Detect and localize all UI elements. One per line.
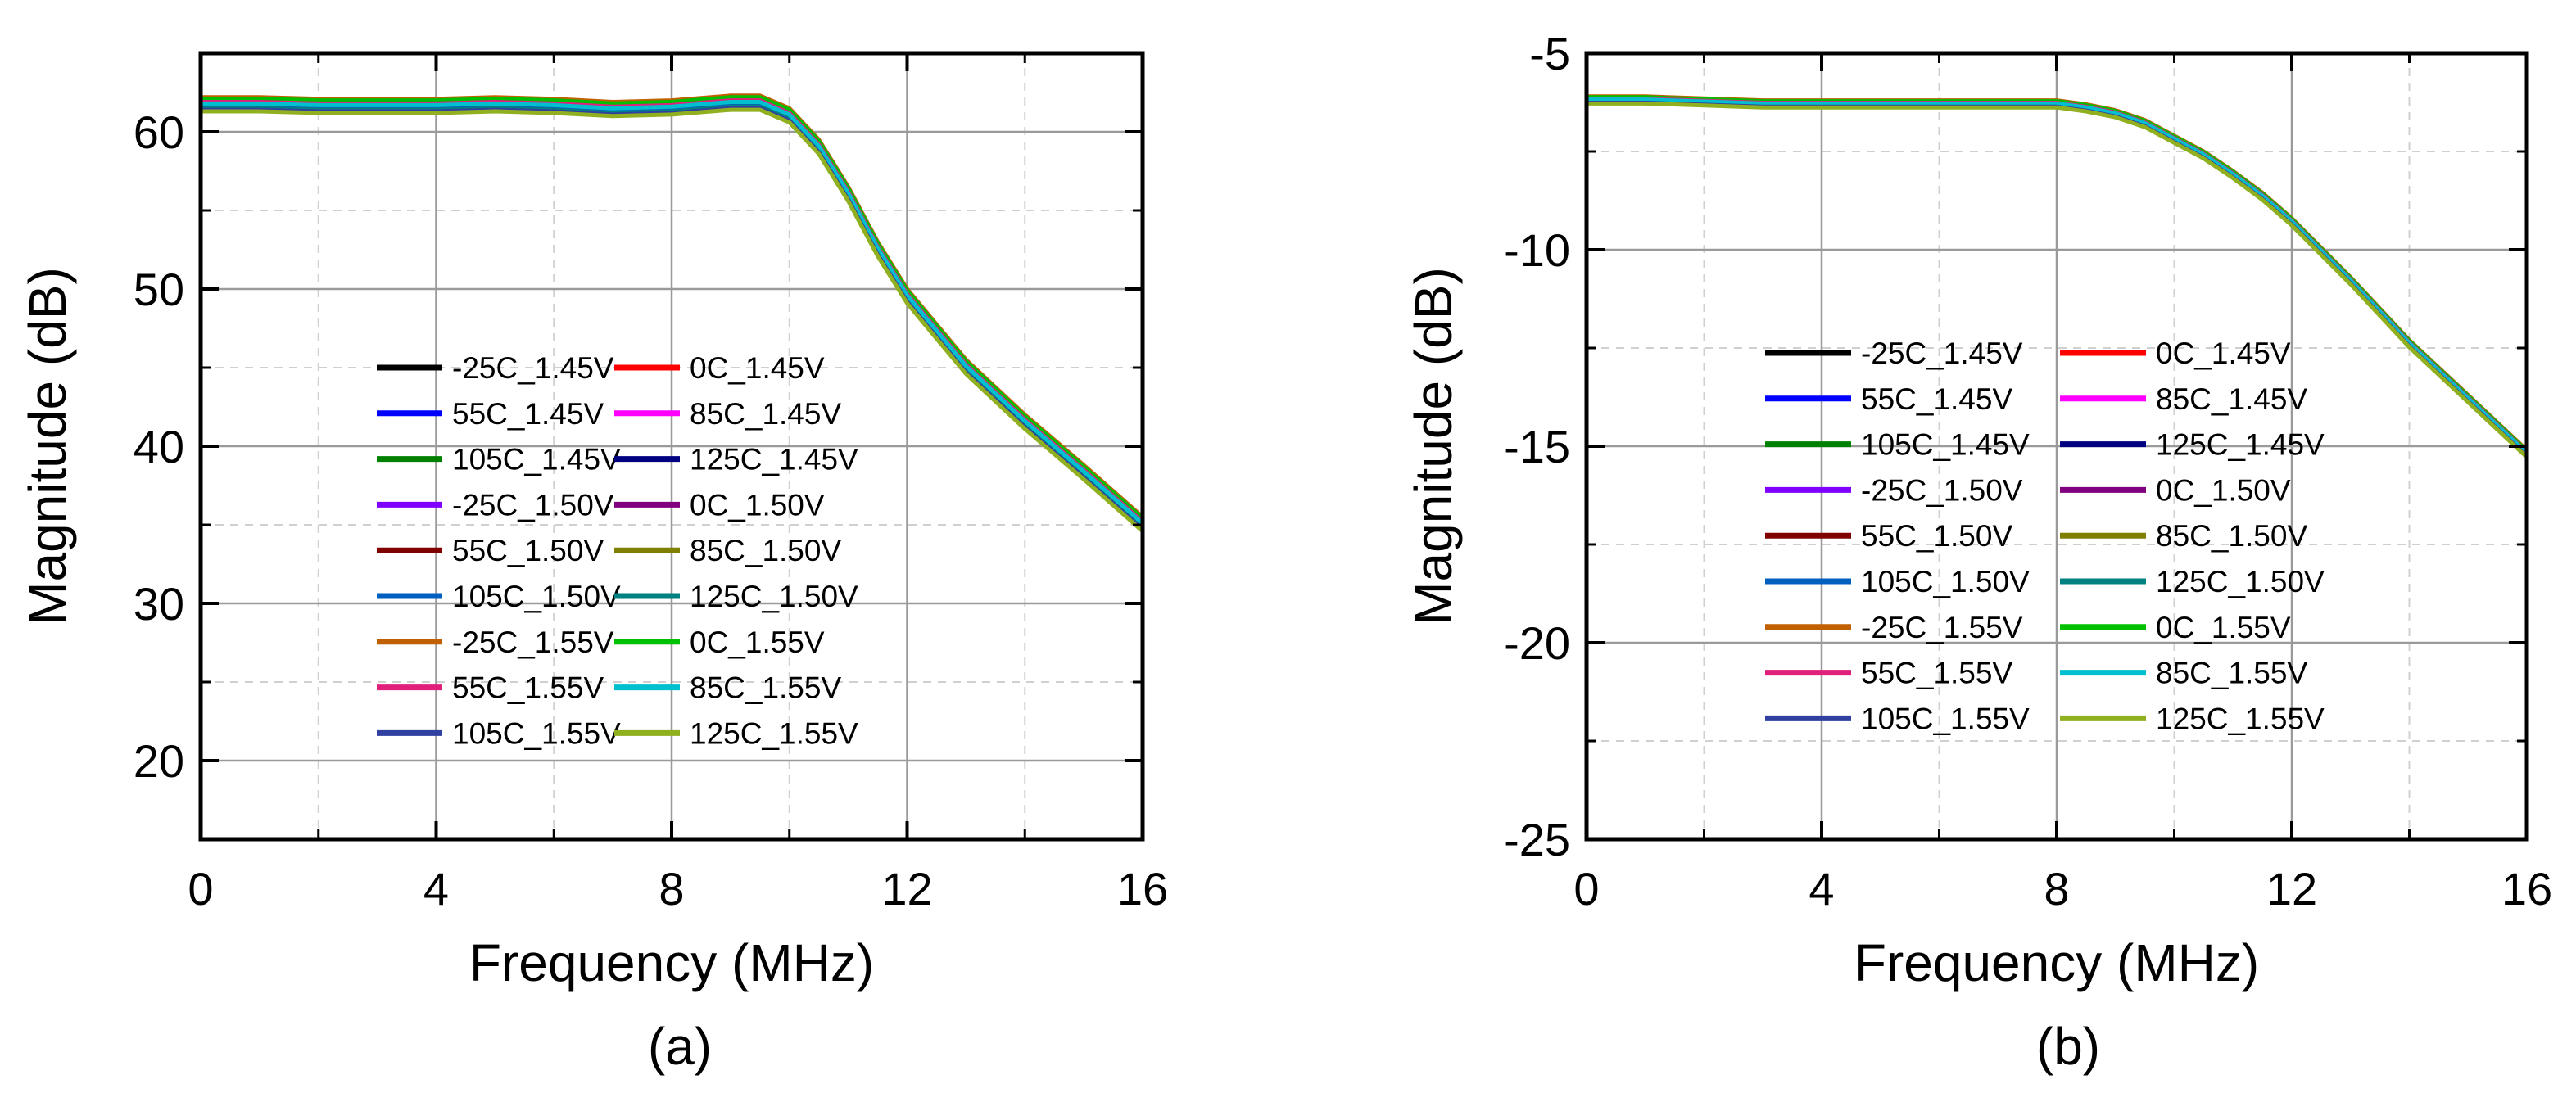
x-tick-label: 16: [1117, 863, 1168, 915]
panel-label: (b): [2036, 1017, 2100, 1076]
legend-label: 0C_1.45V: [690, 351, 825, 385]
x-tick-label: 16: [2501, 863, 2552, 915]
series-line-85C_1.55V: [1587, 97, 2528, 455]
legend-label: 85C_1.55V: [2156, 657, 2307, 690]
legend-label: 105C_1.45V: [452, 443, 621, 476]
y-tick-label: 60: [134, 106, 184, 158]
legend-label: 125C_1.50V: [2156, 565, 2325, 598]
y-tick-label: 20: [134, 735, 184, 787]
legend-label: -25C_1.55V: [1861, 611, 2023, 644]
legend-label: 85C_1.55V: [690, 671, 841, 705]
y-tick-label: -25: [1504, 814, 1570, 865]
legend-label: 55C_1.55V: [1861, 657, 2012, 690]
x-tick-label: 4: [1809, 863, 1834, 915]
legend-label: 55C_1.45V: [452, 397, 604, 431]
legend-label: 105C_1.45V: [1861, 428, 2030, 462]
x-axis-label: Frequency (MHz): [1854, 933, 2259, 992]
chart-panel-a: 0 4 8 12 16 20 30 40 50 60 Frequency (MHz) Magnitud…: [18, 51, 1168, 1076]
legend-label: 105C_1.50V: [452, 580, 621, 613]
chart-panel-b: 0 4 8 12 16 -25 -20 -15 -10 -5 Frequency (MHz) Magn…: [1404, 28, 2552, 1076]
y-axis-label: Magnitude (dB): [1404, 267, 1463, 626]
legend-label: 0C_1.45V: [2156, 336, 2291, 370]
series-line-85C_1.55V: [201, 100, 1144, 525]
panel-label: (a): [648, 1017, 712, 1076]
legend-label: -25C_1.45V: [1861, 336, 2023, 370]
x-tick-label: 4: [423, 863, 449, 915]
legend-label: 105C_1.50V: [1861, 565, 2030, 598]
legend-label: 85C_1.45V: [690, 397, 841, 431]
legend-label: 0C_1.50V: [2156, 473, 2291, 507]
x-tick-label: 0: [188, 863, 213, 915]
legend-label: 55C_1.45V: [1861, 382, 2012, 416]
legend-label: 0C_1.50V: [690, 488, 825, 522]
x-tick-label: 12: [2266, 863, 2317, 915]
y-tick-label: 50: [134, 264, 184, 315]
y-tick-label: 40: [134, 421, 184, 472]
legend-label: 125C_1.50V: [690, 580, 858, 613]
legend-label: 105C_1.55V: [452, 716, 621, 750]
legend-label: -25C_1.50V: [1861, 473, 2023, 507]
legend-label: -25C_1.50V: [452, 488, 614, 522]
legend-label: 125C_1.45V: [690, 443, 858, 476]
legend-label: 55C_1.55V: [452, 671, 604, 705]
y-axis-label: Magnitude (dB): [18, 267, 77, 626]
series-line-125C_1.55V: [1587, 101, 2528, 459]
legend-label: 0C_1.55V: [690, 626, 825, 659]
series-line-125C_1.55V: [201, 107, 1144, 533]
x-axis-label: Frequency (MHz): [469, 933, 874, 992]
y-tick-label: -15: [1504, 421, 1570, 472]
legend-label: 55C_1.50V: [1861, 519, 2012, 553]
legend-label: 85C_1.45V: [2156, 382, 2307, 416]
legend-label: 105C_1.55V: [1861, 702, 2030, 735]
legend-label: 55C_1.50V: [452, 534, 604, 567]
legend-label: 125C_1.55V: [690, 716, 858, 750]
y-tick-label: -20: [1504, 617, 1570, 669]
legend-label: 125C_1.45V: [2156, 428, 2325, 462]
legend-label: -25C_1.45V: [452, 351, 614, 385]
x-tick-label: 0: [1573, 863, 1599, 915]
y-tick-label: -10: [1504, 224, 1570, 276]
legend-label: 0C_1.55V: [2156, 611, 2291, 644]
legend-label: 85C_1.50V: [2156, 519, 2307, 553]
legend-label: 85C_1.50V: [690, 534, 841, 567]
x-tick-label: 8: [2044, 863, 2069, 915]
legend-label: -25C_1.55V: [452, 626, 614, 659]
x-tick-label: 12: [881, 863, 932, 915]
x-tick-label: 8: [659, 863, 684, 915]
y-tick-label: 30: [134, 578, 184, 630]
y-tick-label: -5: [1529, 28, 1570, 79]
legend-label: 125C_1.55V: [2156, 702, 2325, 735]
